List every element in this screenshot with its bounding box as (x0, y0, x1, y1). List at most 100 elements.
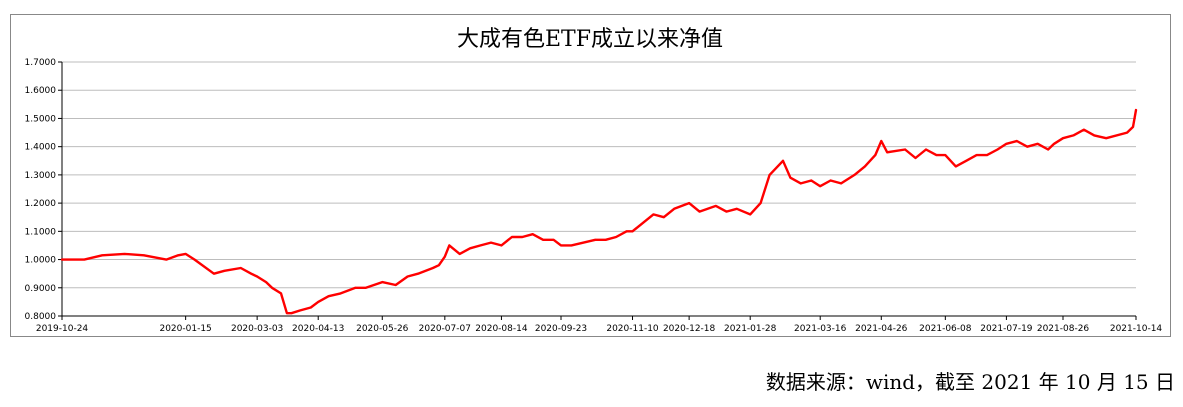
series-point (819, 185, 822, 188)
series-point (143, 254, 145, 257)
y-tick-label: 1.3000 (25, 171, 57, 181)
series-point (406, 275, 409, 278)
series-point (510, 236, 513, 238)
x-tick-label: 2020-11-10 (606, 324, 659, 334)
series-point (61, 258, 63, 261)
series-point (863, 165, 866, 168)
series-point (975, 154, 978, 157)
series-point (965, 159, 968, 162)
series-point (789, 176, 792, 179)
series-point (286, 312, 288, 315)
series-point (469, 247, 472, 250)
series-point (625, 230, 628, 233)
series-point (265, 281, 267, 284)
x-tick-label: 2020-05-26 (356, 324, 409, 334)
series-point (570, 244, 573, 247)
series-point (1105, 137, 1108, 140)
series-point (615, 236, 618, 238)
series-point (479, 244, 482, 247)
y-tick-label: 0.8000 (25, 312, 57, 322)
series-point (500, 244, 503, 247)
series-point (1132, 126, 1134, 128)
series-point (935, 154, 938, 157)
source-note: 数据来源：wind，截至 2021 年 10 月 15 日 (765, 370, 1175, 394)
series-point (735, 207, 738, 210)
y-tick-label: 1.6000 (25, 86, 57, 96)
series-point (874, 154, 877, 157)
series-point (458, 253, 461, 255)
x-tick-label: 2020-12-18 (663, 324, 716, 334)
series-point (1015, 140, 1018, 142)
series-point (1005, 142, 1008, 145)
series-point (925, 148, 927, 151)
series-point (213, 272, 215, 275)
series-point (280, 292, 282, 295)
series-point (662, 216, 665, 219)
axes (61, 62, 1137, 320)
series-point (83, 258, 86, 261)
series-point (652, 213, 655, 216)
x-tick-label: 2020-03-03 (231, 324, 283, 334)
y-tick-label: 1.0000 (25, 256, 57, 266)
series-point (417, 272, 419, 275)
x-tick-label: 2020-01-15 (159, 324, 211, 334)
series-point (309, 306, 312, 309)
series-point (1036, 142, 1039, 145)
series-point (886, 151, 889, 154)
y-tick-labels: 0.8000 0.9000 1.0000 1.1000 1.2000 1.3000 1.40… (25, 58, 57, 322)
series-point (317, 300, 320, 303)
series-point (1062, 137, 1064, 140)
y-tick-label: 1.1000 (25, 227, 57, 237)
x-tick-label: 2020-08-14 (475, 324, 528, 334)
x-tick-label: 2019-10-24 (36, 324, 89, 334)
chart-container: 大成有色ETF成立以来净值 0.8000 0.9000 1.0000 1.1000 1.… (10, 14, 1183, 337)
series-point (1126, 131, 1128, 134)
series-point (1093, 134, 1096, 137)
series-point (1053, 142, 1055, 145)
series-point (184, 253, 187, 255)
x-tick-label: 2021-06-08 (919, 324, 972, 334)
y-tick-label: 1.2000 (25, 199, 57, 209)
series-point (521, 236, 524, 238)
series-point (725, 210, 728, 213)
x-tick-label: 2021-03-16 (794, 324, 847, 334)
line-chart: 大成有色ETF成立以来净值 0.8000 0.9000 1.0000 1.1000 1.… (10, 14, 1171, 337)
x-tick-label: 2020-09-23 (535, 324, 587, 334)
series-layer (60, 108, 1138, 315)
series-point (944, 154, 947, 157)
x-tick-label: 2021-01-28 (724, 324, 777, 334)
series-point (177, 254, 180, 257)
series-point (327, 295, 330, 298)
series-point (698, 210, 701, 213)
series-point (560, 244, 562, 247)
series-point (914, 157, 917, 159)
chart-title: 大成有色ETF成立以来净值 (457, 27, 723, 52)
x-tick-label: 2021-08-26 (1037, 324, 1090, 334)
series-point (782, 159, 784, 162)
series-point (443, 255, 446, 258)
series-point (673, 207, 676, 210)
series-point (604, 238, 607, 241)
series-point (954, 165, 957, 168)
series-point (1082, 128, 1085, 131)
x-tick-label: 2021-04-26 (855, 324, 908, 334)
series-point (759, 202, 762, 205)
series-point (165, 258, 168, 261)
x-tick-label: 2021-10-14 (1110, 324, 1163, 334)
series-point (1135, 109, 1137, 111)
series-point (490, 241, 492, 244)
series-point (271, 286, 273, 289)
series-point (880, 140, 883, 142)
series-point (448, 244, 451, 247)
series-point (594, 238, 597, 241)
series-point (123, 253, 126, 255)
series-point (688, 202, 691, 205)
series-point (223, 269, 226, 272)
series-point (256, 275, 259, 278)
series-point (1047, 148, 1050, 151)
series-point (986, 154, 988, 157)
x-tick-label: 2021-07-19 (980, 324, 1033, 334)
x-tick-label: 2020-07-07 (419, 324, 471, 334)
y-tick-label: 0.9000 (25, 284, 57, 294)
series-point (631, 230, 634, 233)
